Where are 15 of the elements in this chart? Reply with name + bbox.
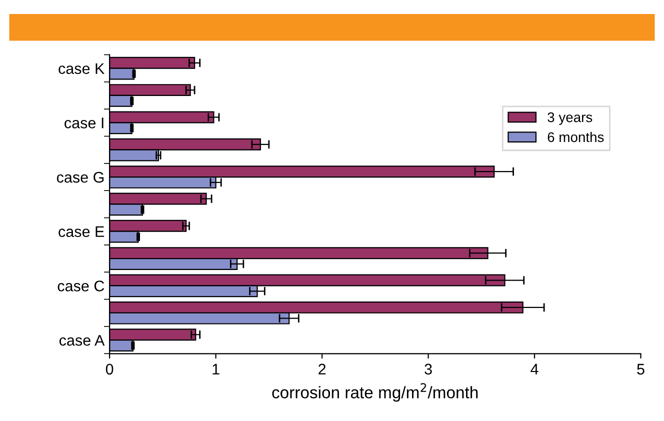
y-tick-label: case A: [59, 335, 105, 346]
legend-label: 3 years: [548, 112, 592, 125]
x-tick-label: 1: [212, 364, 220, 374]
y-tick-label: case G: [56, 172, 104, 183]
y-tick-label: case K: [58, 63, 105, 74]
x-tick-label: 4: [530, 364, 538, 374]
x-tick-label: 2: [318, 364, 326, 374]
x-tick-label: 3: [424, 364, 432, 375]
legend-label: 6 months: [548, 132, 604, 142]
y-tick-label: case C: [58, 280, 104, 292]
y-tick-label: case E: [58, 226, 104, 238]
x-tick-label: 0: [106, 364, 114, 375]
x-axis-title: corrosion rate mg/m$^{2}$/month: [272, 383, 478, 402]
x-tick-label: 5: [637, 364, 644, 375]
y-tick-label: case I: [64, 118, 104, 128]
